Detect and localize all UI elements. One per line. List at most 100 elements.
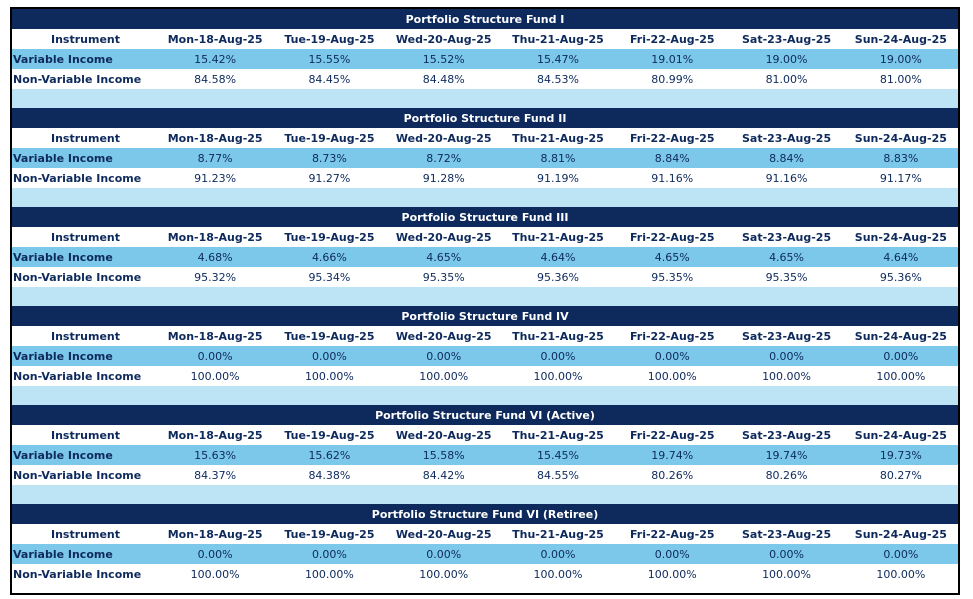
- non-variable-income-value: 95.34%: [308, 270, 351, 284]
- column-header-date: Fri-22-Aug-25: [629, 32, 715, 46]
- non-variable-income-value: 100.00%: [419, 567, 469, 581]
- non-variable-income-value: 95.36%: [879, 270, 922, 284]
- non-variable-income-value: 80.27%: [879, 468, 922, 482]
- non-variable-income-value: 84.53%: [537, 72, 579, 86]
- column-header-date: Mon-18-Aug-25: [167, 329, 263, 343]
- fund-section: Portfolio Structure Fund I Instrument Mon-…: [12, 9, 958, 108]
- column-header-date: Wed-20-Aug-25: [395, 131, 492, 145]
- column-header-date: Sun-24-Aug-25: [854, 230, 947, 244]
- column-header-row: Instrument Mon-18-Aug-25 Tue-19-Aug-25 Wed-…: [12, 29, 958, 49]
- variable-income-value: 4.64%: [883, 250, 919, 264]
- variable-income-value: 19.01%: [651, 52, 694, 66]
- column-header-date: Sun-24-Aug-25: [854, 131, 947, 145]
- variable-income-value: 19.74%: [765, 448, 808, 462]
- column-header-row: Instrument Mon-18-Aug-25 Tue-19-Aug-25 Wed-…: [12, 425, 958, 445]
- variable-income-value: 8.77%: [197, 151, 233, 165]
- non-variable-income-value: 95.36%: [537, 270, 579, 284]
- column-header-date: Mon-18-Aug-25: [167, 527, 263, 541]
- fund-section: Portfolio Structure Fund IV Instrument Mon…: [12, 306, 958, 405]
- fund-title-bar: Portfolio Structure Fund VI (Retiree): [12, 504, 958, 524]
- column-header-date: Sun-24-Aug-25: [854, 32, 947, 46]
- row-label-non-variable-income: Non-Variable Income: [13, 468, 142, 482]
- column-header-date: Thu-21-Aug-25: [512, 527, 604, 541]
- non-variable-income-value: 100.00%: [533, 369, 583, 383]
- variable-income-value: 0.00%: [197, 547, 233, 561]
- column-header-date: Wed-20-Aug-25: [395, 527, 492, 541]
- row-label-non-variable-income: Non-Variable Income: [13, 270, 142, 284]
- variable-income-value: 0.00%: [426, 349, 462, 363]
- variable-income-value: 0.00%: [311, 349, 347, 363]
- non-variable-income-value: 100.00%: [762, 369, 812, 383]
- variable-income-value: 8.73%: [311, 151, 347, 165]
- non-variable-income-value: 100.00%: [419, 369, 469, 383]
- variable-income-value: 4.65%: [769, 250, 805, 264]
- column-header-date: Thu-21-Aug-25: [512, 230, 604, 244]
- non-variable-income-row: Non-Variable Income 84.37% 84.38% 84.42% 84.…: [12, 465, 958, 485]
- fund-title-bar: Portfolio Structure Fund IV: [12, 306, 958, 326]
- non-variable-income-value: 100.00%: [647, 369, 697, 383]
- variable-income-value: 0.00%: [769, 349, 805, 363]
- column-header-instrument: Instrument: [51, 527, 120, 541]
- fund-title-bar: Portfolio Structure Fund I: [12, 9, 958, 29]
- non-variable-income-value: 84.38%: [308, 468, 351, 482]
- non-variable-income-value: 100.00%: [304, 567, 354, 581]
- non-variable-income-value: 91.16%: [765, 171, 808, 185]
- column-header-date: Sat-23-Aug-25: [741, 131, 832, 145]
- column-header-date: Fri-22-Aug-25: [629, 131, 715, 145]
- column-header-instrument: Instrument: [51, 131, 120, 145]
- section-spacer: [12, 287, 958, 306]
- non-variable-income-value: 91.16%: [651, 171, 694, 185]
- column-header-row: Instrument Mon-18-Aug-25 Tue-19-Aug-25 Wed-…: [12, 524, 958, 544]
- variable-income-value: 4.65%: [426, 250, 462, 264]
- non-variable-income-value: 95.35%: [765, 270, 808, 284]
- column-header-date: Sat-23-Aug-25: [741, 527, 832, 541]
- row-label-non-variable-income: Non-Variable Income: [13, 369, 142, 383]
- non-variable-income-value: 81.00%: [765, 72, 808, 86]
- variable-income-value: 8.84%: [654, 151, 690, 165]
- non-variable-income-value: 100.00%: [304, 369, 354, 383]
- row-label-non-variable-income: Non-Variable Income: [13, 171, 142, 185]
- variable-income-value: 19.00%: [879, 52, 922, 66]
- column-header-date: Mon-18-Aug-25: [167, 131, 263, 145]
- variable-income-value: 0.00%: [540, 349, 576, 363]
- variable-income-value: 15.63%: [194, 448, 237, 462]
- column-header-date: Tue-19-Aug-25: [284, 527, 375, 541]
- row-label-non-variable-income: Non-Variable Income: [13, 567, 142, 581]
- variable-income-value: 19.00%: [765, 52, 808, 66]
- column-header-instrument: Instrument: [51, 428, 120, 442]
- column-header-date: Mon-18-Aug-25: [167, 32, 263, 46]
- non-variable-income-value: 100.00%: [533, 567, 583, 581]
- column-header-date: Fri-22-Aug-25: [629, 428, 715, 442]
- column-header-date: Sun-24-Aug-25: [854, 428, 947, 442]
- fund-title-bar: Portfolio Structure Fund VI (Active): [12, 405, 958, 425]
- variable-income-value: 8.81%: [540, 151, 576, 165]
- non-variable-income-value: 95.35%: [422, 270, 465, 284]
- non-variable-income-value: 91.17%: [879, 171, 922, 185]
- column-header-date: Tue-19-Aug-25: [284, 230, 375, 244]
- column-header-date: Wed-20-Aug-25: [395, 230, 492, 244]
- section-spacer: [12, 89, 958, 108]
- fund-section: Portfolio Structure Fund II Instrument Mon…: [12, 108, 958, 207]
- column-header-date: Fri-22-Aug-25: [629, 527, 715, 541]
- non-variable-income-value: 95.35%: [651, 270, 694, 284]
- column-header-date: Sun-24-Aug-25: [854, 527, 947, 541]
- column-header-date: Mon-18-Aug-25: [167, 230, 263, 244]
- row-label-non-variable-income: Non-Variable Income: [13, 72, 142, 86]
- non-variable-income-value: 84.37%: [194, 468, 237, 482]
- row-label-variable-income: Variable Income: [13, 151, 113, 165]
- variable-income-value: 0.00%: [311, 547, 347, 561]
- column-header-date: Sat-23-Aug-25: [741, 329, 832, 343]
- variable-income-value: 0.00%: [654, 349, 690, 363]
- column-header-date: Tue-19-Aug-25: [284, 131, 375, 145]
- non-variable-income-row: Non-Variable Income 91.23% 91.27% 91.28% 91.…: [12, 168, 958, 188]
- variable-income-value: 0.00%: [654, 547, 690, 561]
- section-spacer: [12, 485, 958, 504]
- variable-income-value: 4.65%: [654, 250, 690, 264]
- column-header-date: Tue-19-Aug-25: [284, 428, 375, 442]
- non-variable-income-value: 91.28%: [422, 171, 465, 185]
- variable-income-value: 0.00%: [540, 547, 576, 561]
- column-header-instrument: Instrument: [51, 32, 120, 46]
- non-variable-income-value: 100.00%: [876, 567, 926, 581]
- fund-title: Portfolio Structure Fund III: [401, 210, 569, 224]
- column-header-date: Sat-23-Aug-25: [741, 428, 832, 442]
